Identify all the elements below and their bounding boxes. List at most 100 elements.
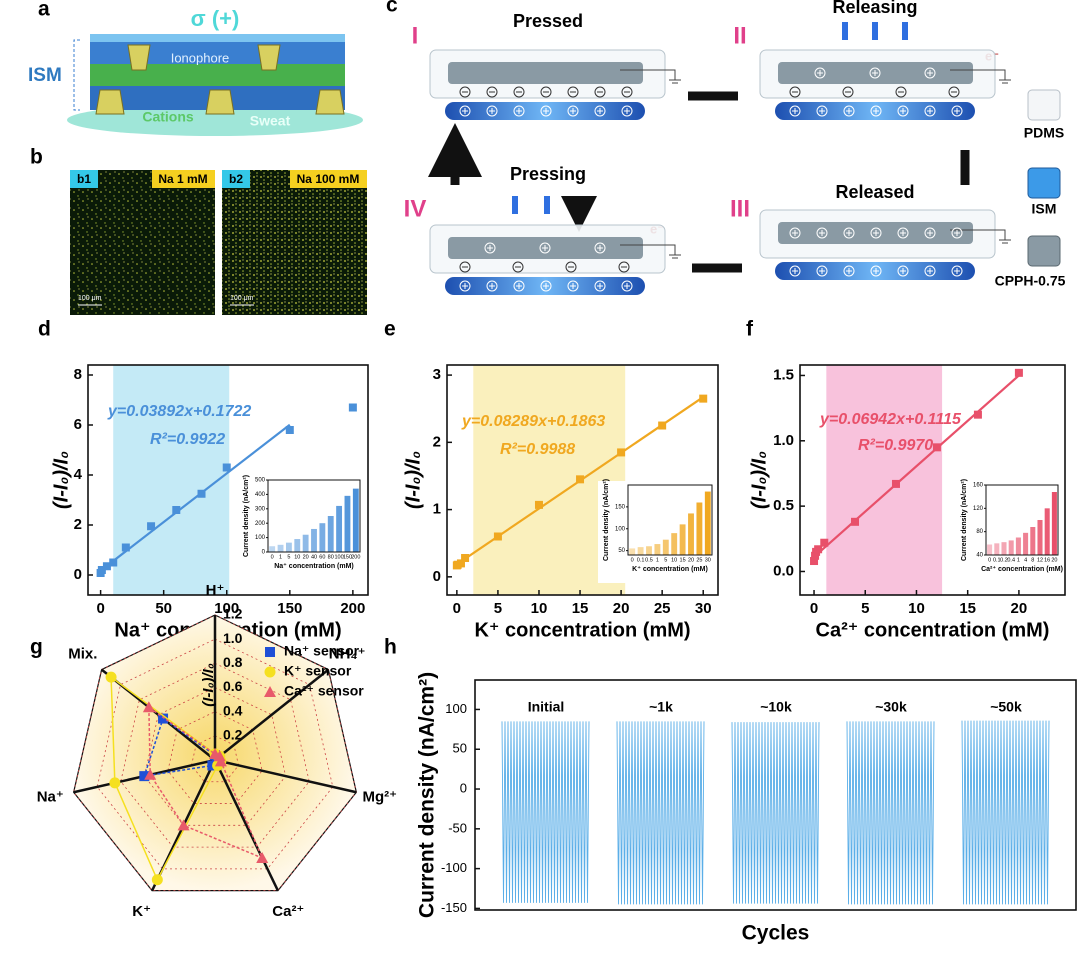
legend-label: K⁺ sensor: [284, 663, 352, 679]
stage-name: Released: [835, 182, 914, 202]
fit-equation: y=0.06942x+0.1115: [819, 411, 962, 428]
charge: [924, 227, 936, 239]
inset-y-tick-label: 120: [973, 506, 984, 512]
charge: [540, 86, 552, 98]
fit-line: [813, 374, 1020, 558]
x-tick-label: 30: [695, 600, 712, 617]
inset-frame: [267, 479, 361, 553]
ground: [950, 69, 1011, 84]
r-tick-label: 1.0: [223, 630, 243, 646]
charge: [539, 242, 551, 254]
charge: [543, 283, 549, 289]
inset-bar: [319, 523, 326, 552]
fit-line: [99, 423, 291, 572]
highlight-band: [113, 365, 230, 595]
charge: [870, 227, 882, 239]
inset-bar: [1037, 520, 1043, 555]
inset-x-tick-label: 0.1: [993, 557, 1001, 563]
inset-y-tick-label: 50: [618, 548, 625, 554]
inset-y-tick-label: 0: [262, 550, 266, 556]
inset-y-tick-label: 100: [615, 526, 626, 532]
stage-name: Pressed: [513, 11, 583, 31]
charge: [567, 86, 579, 98]
segment-label: ~30k: [875, 699, 907, 715]
data-point: [105, 671, 117, 683]
y-tick-label: 0: [460, 780, 467, 795]
ground: [620, 244, 681, 259]
inset-x-tick-label: 25: [696, 557, 702, 563]
cations-label: Cations: [142, 109, 194, 125]
signal-trace: [731, 722, 820, 904]
fit-equation: y=0.03892x+0.1722: [107, 403, 251, 420]
x-axis-label: Cycles: [742, 922, 810, 945]
bracket: [73, 39, 80, 111]
y-tick-label: -100: [441, 860, 467, 875]
charge: [594, 242, 606, 254]
inset-bg: [598, 481, 716, 583]
charge: [951, 105, 963, 117]
data-point: [142, 701, 155, 713]
data-point: [139, 771, 150, 782]
data-point: [197, 489, 206, 498]
r-tick-label: 0.8: [223, 654, 243, 670]
charge: [543, 108, 549, 114]
image-name: Na 100 mM: [297, 172, 360, 186]
inset-x-tick-label: 5: [664, 557, 667, 563]
panel-label: a: [38, 0, 50, 21]
radar-axis-label: Mix.: [68, 646, 97, 663]
charge: [540, 280, 552, 292]
y-tick-label: 0.5: [773, 497, 794, 514]
inset-y-tick-label: 400: [255, 492, 266, 498]
charge: [843, 105, 855, 117]
charge: [816, 105, 828, 117]
charge: [597, 245, 603, 251]
charge: [489, 108, 495, 114]
ionophore-label: Ionophore: [171, 50, 230, 65]
inset-x-tick-label: 100: [334, 554, 343, 560]
x-tick-label: 100: [214, 600, 239, 617]
x-tick-label: 15: [572, 600, 589, 617]
tag-box: [152, 170, 215, 188]
inset-x-tick-label: 12: [1037, 557, 1043, 563]
charge: [621, 86, 633, 98]
data-point: [658, 421, 667, 430]
data-point: [213, 750, 226, 762]
inset-bar: [1008, 540, 1014, 555]
y-tick-label: 50: [453, 741, 467, 756]
radar-grid: [73, 614, 357, 892]
charge: [597, 108, 603, 114]
charge: [792, 108, 798, 114]
x-tick-label: 5: [494, 600, 502, 617]
tag-box: [290, 170, 367, 188]
panel-label: b: [30, 146, 43, 169]
cpph-bar: [448, 62, 643, 84]
sweat-plate: [67, 104, 363, 136]
charge: [842, 86, 854, 98]
data-point: [158, 713, 169, 724]
data-point: [456, 559, 465, 568]
tag-box: [70, 170, 98, 188]
inset-x-tick-label: 0: [271, 554, 274, 560]
charge: [462, 108, 468, 114]
data-point: [147, 522, 156, 531]
charge: [570, 108, 576, 114]
fit-r2: R²=0.9988: [500, 441, 575, 458]
inset-x-tick-label: 16: [1044, 557, 1050, 563]
inset-y-tick-label: 150: [615, 504, 626, 510]
x-tick-label: 0: [810, 600, 818, 617]
charge: [459, 280, 471, 292]
x-tick-label: 15: [959, 600, 976, 617]
data-point: [617, 448, 626, 457]
charge: [900, 108, 906, 114]
charge: [789, 265, 801, 277]
inset-x-tick-label: 0.2: [1000, 557, 1008, 563]
charge: [513, 280, 525, 292]
radar-grid: [167, 711, 263, 804]
x-tick-label: 10: [908, 600, 925, 617]
inset-bar: [1001, 542, 1007, 555]
radar-axis-label: K⁺: [132, 903, 151, 920]
legend-label: ISM: [1032, 201, 1057, 217]
y-tick-label: 0: [74, 566, 82, 583]
inset-x-tick-label: 200: [351, 554, 360, 560]
plot-frame: [474, 679, 1077, 911]
